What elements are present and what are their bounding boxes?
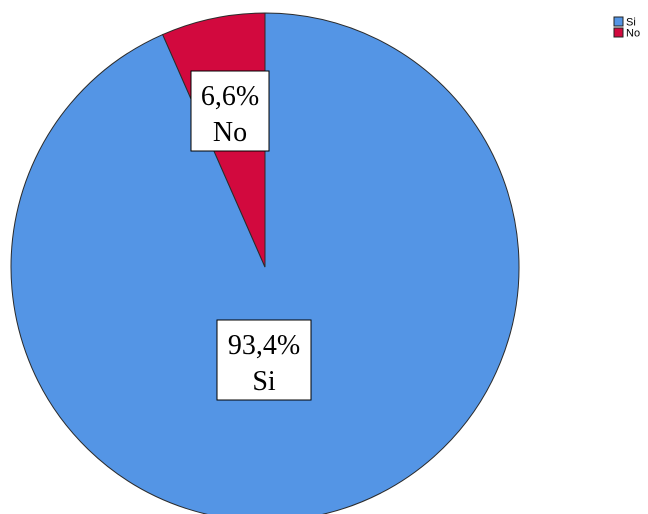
legend-swatch xyxy=(613,27,624,38)
data-label-box xyxy=(190,70,270,152)
legend-item-si: Si xyxy=(613,16,636,29)
legend-swatch xyxy=(613,16,624,27)
legend-item-no: No xyxy=(613,27,640,40)
data-label-percent: 6,6% xyxy=(201,81,259,112)
data-label-box xyxy=(216,319,312,401)
legend-label: No xyxy=(626,28,640,40)
data-label-percent: 93,4% xyxy=(228,330,300,361)
data-label-si: 93,4% Si xyxy=(216,319,312,401)
pie-data-labels: 93,4% Si 6,6% No xyxy=(190,70,312,401)
data-label-category: No xyxy=(213,117,247,148)
data-label-no: 6,6% No xyxy=(190,70,270,152)
legend-label: Si xyxy=(626,17,636,29)
data-label-category: Si xyxy=(252,366,276,397)
